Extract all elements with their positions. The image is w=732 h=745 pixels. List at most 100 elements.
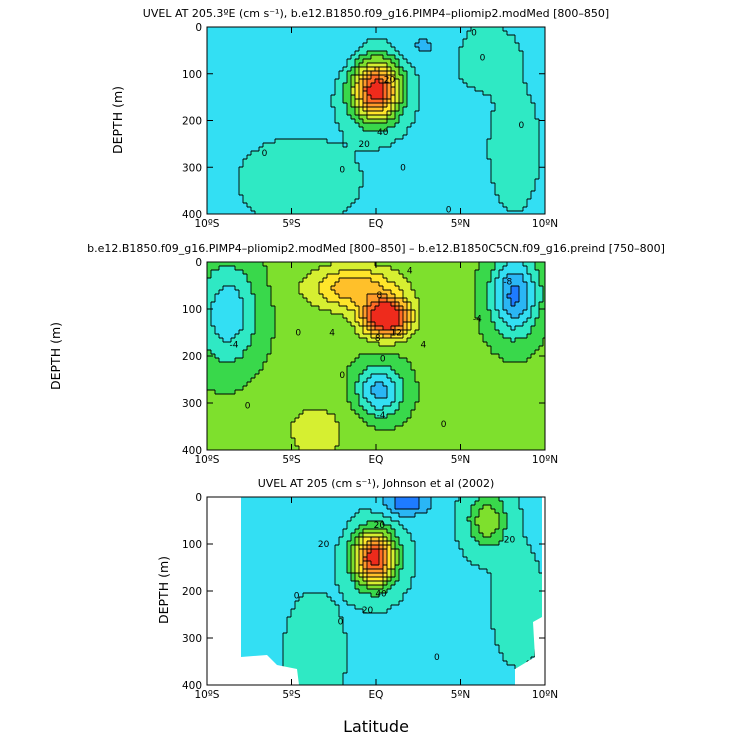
contour-cell — [323, 211, 328, 214]
contour-cell — [499, 135, 504, 140]
contour-cell — [487, 27, 492, 32]
contour-cell — [503, 47, 508, 52]
contour-cell — [259, 103, 264, 108]
contour-cell — [243, 199, 248, 204]
contour-cell — [515, 79, 520, 84]
contour-cell — [335, 179, 340, 184]
contour-cell — [427, 107, 432, 112]
contour-cell — [375, 298, 380, 303]
contour-cell — [367, 83, 372, 88]
contour-cell — [479, 175, 484, 180]
contour-cell — [495, 211, 500, 214]
contour-cell — [503, 282, 508, 287]
contour-cell — [259, 87, 264, 92]
contour-cell — [467, 31, 472, 36]
contour-cell — [455, 207, 460, 212]
contour-cell — [467, 63, 472, 68]
contour-cell — [231, 183, 236, 188]
contour-cell — [375, 191, 380, 196]
contour-cell — [487, 51, 492, 56]
contour-cell — [223, 35, 228, 40]
contour-cell — [355, 147, 360, 152]
contour-cell — [483, 91, 488, 96]
contour-cell — [527, 71, 532, 76]
contour-cell — [219, 99, 224, 104]
contour-cell — [243, 298, 248, 303]
contour-cell — [463, 163, 468, 168]
contour-cell — [323, 123, 328, 128]
contour-cell — [499, 31, 504, 36]
contour-cell — [415, 103, 420, 108]
contour-cell — [315, 175, 320, 180]
panel-middle-plot-area — [207, 262, 545, 450]
contour-cell — [459, 35, 464, 40]
contour-cell — [291, 63, 296, 68]
contour-cell — [259, 266, 264, 271]
contour-cell — [507, 115, 512, 120]
contour-cell — [415, 187, 420, 192]
contour-cell — [519, 191, 524, 196]
contour-cell — [335, 103, 340, 108]
contour-cell — [383, 266, 388, 271]
contour-cell — [423, 159, 428, 164]
contour-cell — [367, 143, 372, 148]
contour-cell — [275, 55, 280, 60]
contour-cell — [275, 123, 280, 128]
contour-cell — [435, 55, 440, 60]
contour-cell — [271, 27, 276, 32]
contour-cell — [471, 274, 476, 279]
contour-cell — [467, 27, 472, 32]
contour-cell — [531, 131, 536, 136]
contour-cell — [415, 107, 420, 112]
contour-cell — [523, 147, 528, 152]
contour-cell — [435, 103, 440, 108]
contour-cell — [383, 55, 388, 60]
contour-cell — [379, 286, 384, 291]
contour-cell — [339, 266, 344, 271]
contour-cell — [355, 167, 360, 172]
contour-cell — [255, 187, 260, 192]
contour-cell — [455, 27, 460, 32]
contour-cell — [435, 27, 440, 32]
contour-cell — [455, 131, 460, 136]
contour-cell — [399, 119, 404, 124]
contour-cell — [523, 91, 528, 96]
contour-cell — [419, 183, 424, 188]
contour-cell — [415, 55, 420, 60]
contour-cell — [507, 151, 512, 156]
contour-cell — [503, 87, 508, 92]
contour-cell — [299, 175, 304, 180]
contour-cell — [259, 274, 264, 279]
contour-cell — [375, 55, 380, 60]
contour-cell — [211, 167, 216, 172]
contour-cell — [459, 195, 464, 200]
contour-cell — [219, 135, 224, 140]
contour-cell — [499, 183, 504, 188]
contour-cell — [447, 31, 452, 36]
contour-cell — [463, 155, 468, 160]
contour-cell — [367, 163, 372, 168]
contour-cell — [431, 143, 436, 148]
panel-middle-contour-fills — [207, 262, 545, 450]
contour-cell — [539, 91, 544, 96]
contour-cell — [287, 55, 292, 60]
contour-cell — [495, 175, 500, 180]
contour-cell — [215, 191, 220, 196]
contour-cell — [343, 107, 348, 112]
contour-cell — [343, 262, 348, 267]
contour-cell — [303, 211, 308, 214]
contour-cell — [291, 95, 296, 100]
contour-cell — [515, 35, 520, 40]
contour-cell — [499, 35, 504, 40]
contour-cell — [415, 67, 420, 72]
contour-cell — [403, 175, 408, 180]
contour-cell — [355, 179, 360, 184]
contour-cell — [235, 107, 240, 112]
contour-cell — [371, 298, 376, 303]
contour-cell — [523, 270, 528, 275]
contour-cell — [359, 175, 364, 180]
contour-cell — [443, 179, 448, 184]
contour-cell — [527, 143, 532, 148]
contour-cell — [531, 99, 536, 104]
contour-cell — [467, 127, 472, 132]
